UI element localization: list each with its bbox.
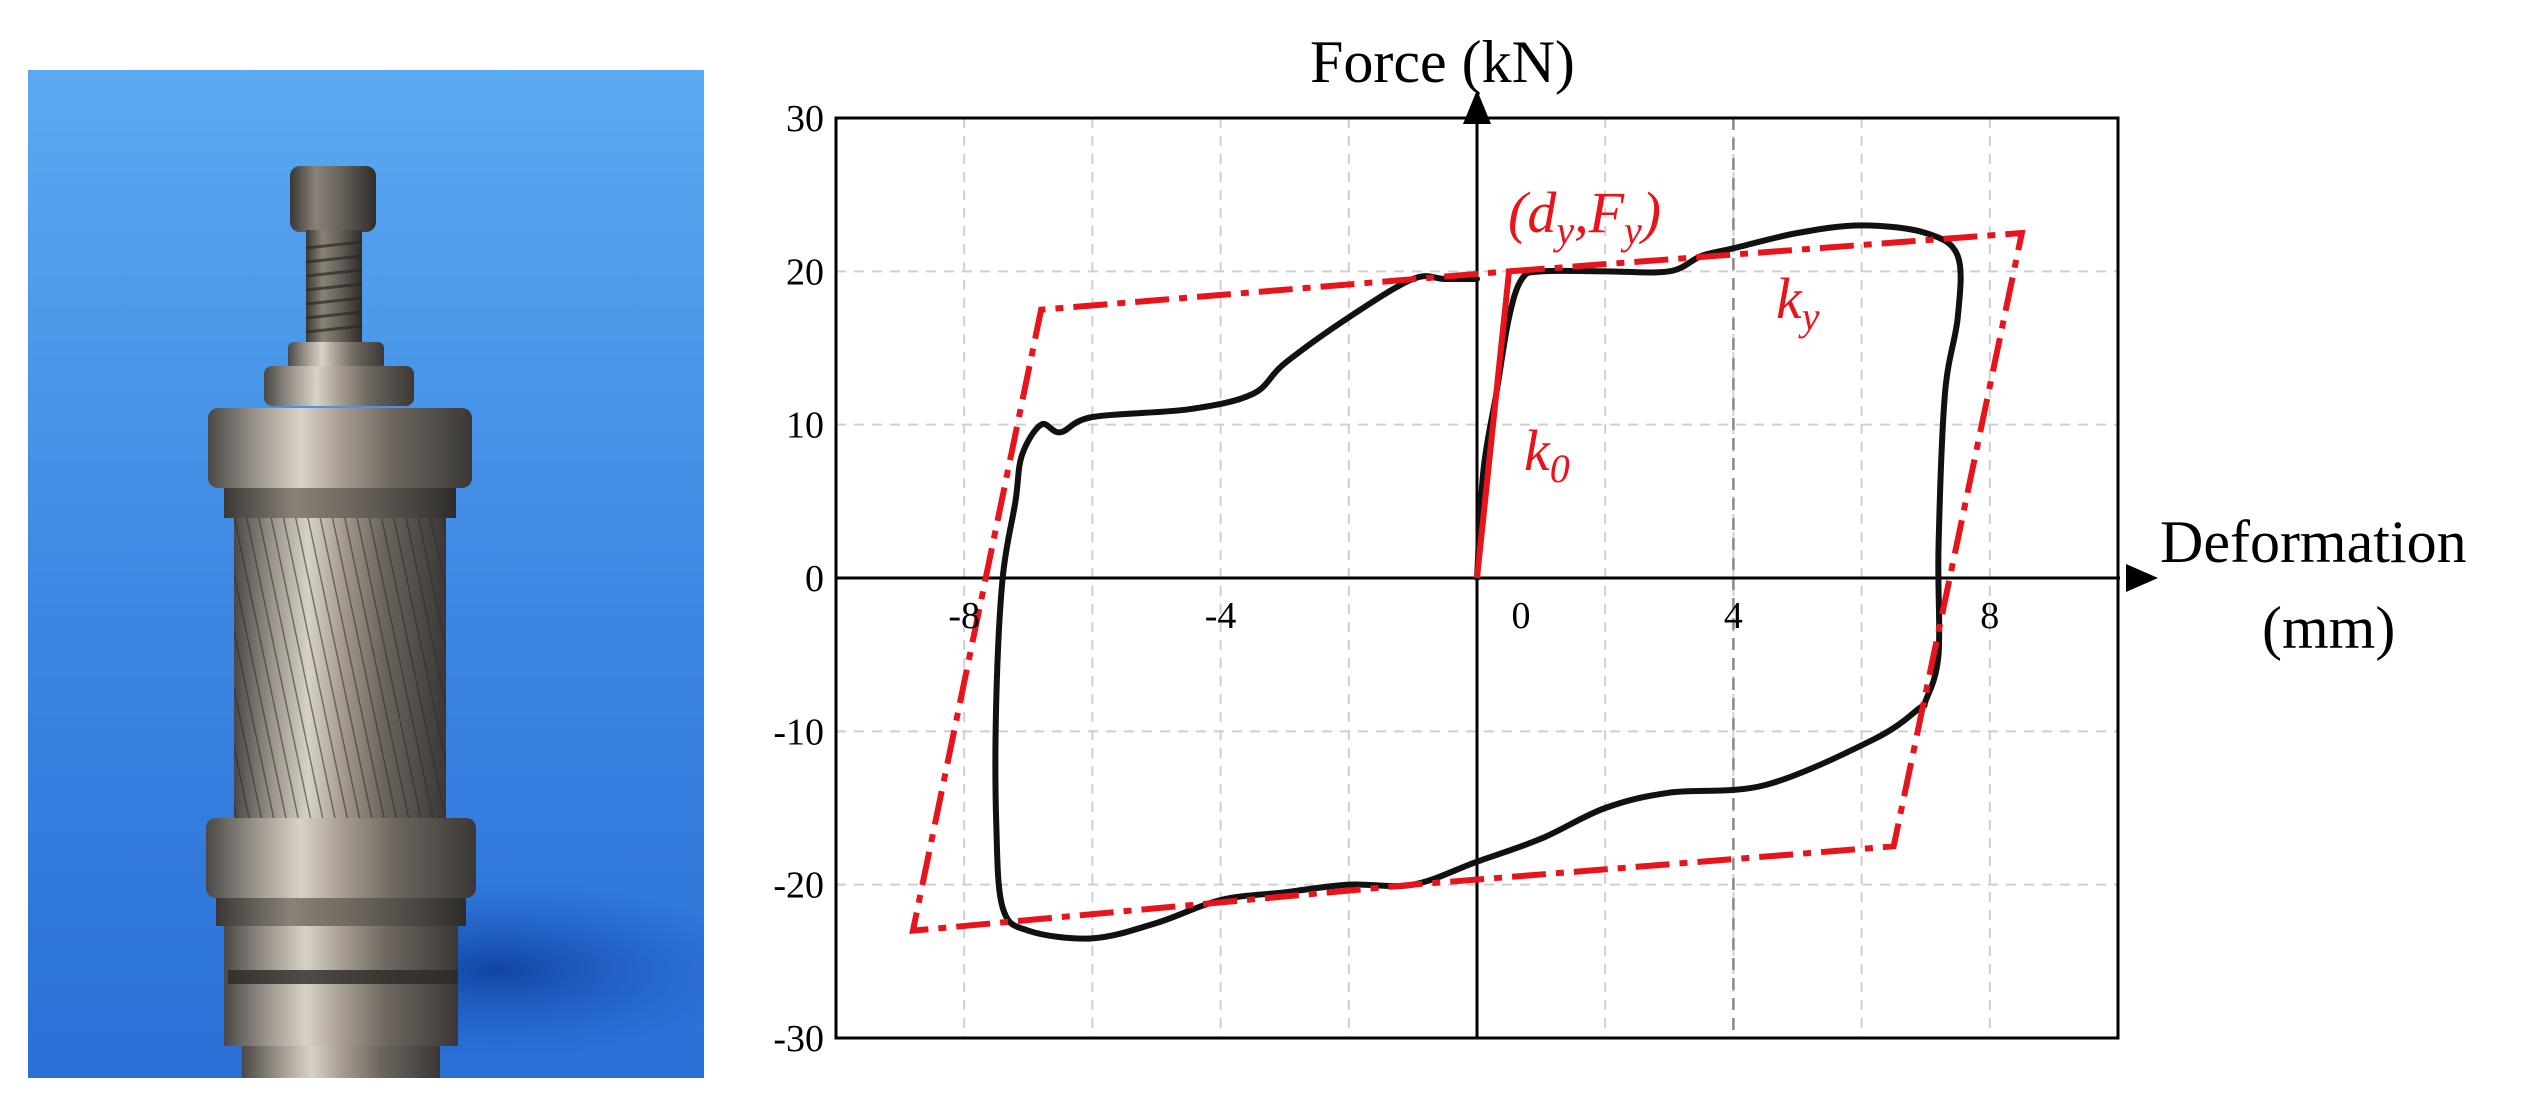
annotation-yield-point: (dy,Fy) — [1508, 180, 1661, 253]
y-tick-label: -10 — [773, 711, 824, 753]
x-tick-label: 0 — [1512, 595, 1531, 637]
x-axis-arrow — [2126, 564, 2158, 592]
axes — [836, 90, 2158, 1038]
x-tick-label: 4 — [1724, 595, 1743, 637]
y-tick-label: 30 — [786, 98, 824, 140]
x-tick-label: -8 — [948, 595, 980, 637]
damper-specimen-photo — [28, 70, 704, 1078]
bilinear-model-line — [909, 229, 2026, 935]
annotation-k0: k0 — [1524, 418, 1570, 491]
x-axis-title-line1: Deformation — [2160, 509, 2467, 575]
series — [909, 222, 2026, 942]
annotation-ky: ky — [1776, 266, 1820, 339]
y-axis-arrow — [1463, 90, 1491, 124]
x-tick-label: -4 — [1205, 595, 1237, 637]
y-tick-label: 10 — [786, 405, 824, 447]
y-tick-label: 0 — [805, 558, 824, 600]
y-tick-label: -30 — [773, 1018, 824, 1060]
x-axis-title-line2: (mm) — [2262, 595, 2395, 661]
x-tick-label: 8 — [1980, 595, 1999, 637]
y-tick-label: 20 — [786, 251, 824, 293]
y-axis-title: Force (kN) — [1310, 29, 1575, 95]
y-tick-label: -20 — [773, 865, 824, 907]
tick-labels: 30 20 10 0 -10 -20 -30 -8 -4 0 4 8 — [773, 98, 1999, 1060]
